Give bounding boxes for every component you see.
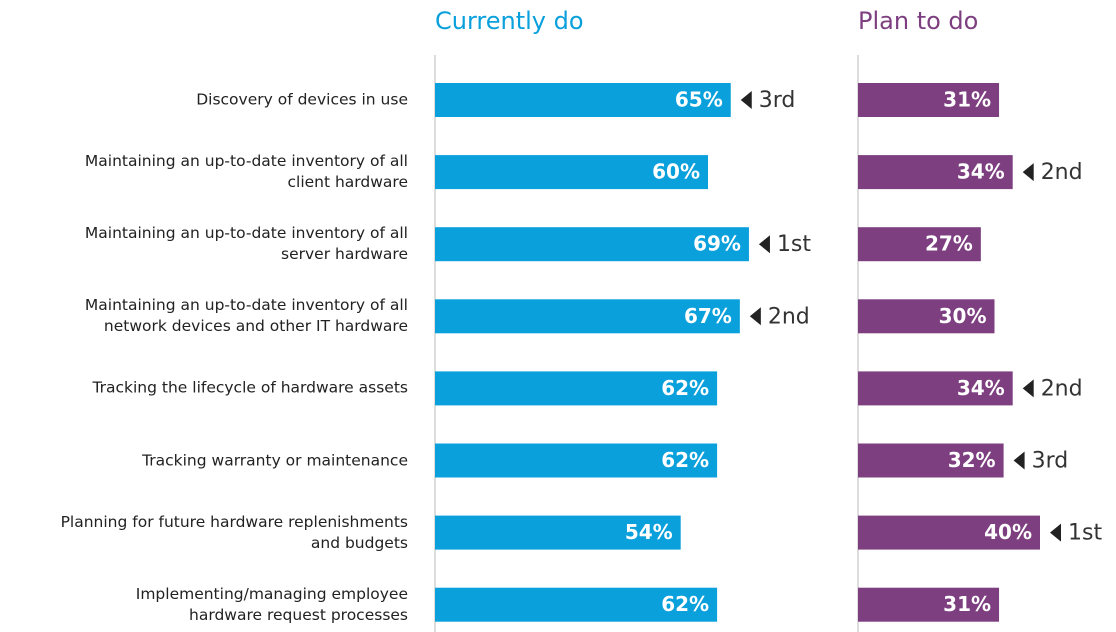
- bar: [435, 443, 718, 478]
- category-label: Implementing/managing employee hardware …: [135, 584, 408, 624]
- rank-label: 2nd: [768, 304, 810, 329]
- value-label: 60%: [652, 160, 700, 184]
- bar: [435, 227, 749, 262]
- value-label: 34%: [957, 160, 1005, 184]
- category-label: Maintaining an up-to-date inventory of a…: [84, 296, 408, 336]
- value-label: 65%: [675, 88, 723, 112]
- bar: [858, 443, 1004, 478]
- bar: [858, 515, 1040, 550]
- value-label: 30%: [939, 304, 987, 328]
- bar: [435, 83, 731, 117]
- bar: [858, 227, 981, 262]
- rank-label: 2nd: [1041, 376, 1083, 401]
- panel-title: Currently do: [435, 7, 584, 35]
- category-label: Tracking the lifecycle of hardware asset…: [92, 378, 408, 397]
- bar: [435, 515, 681, 550]
- rank-marker: [740, 91, 752, 109]
- rank-label: 3rd: [759, 88, 796, 113]
- value-label: 27%: [925, 232, 973, 256]
- category-label: Maintaining an up-to-date inventory of a…: [84, 152, 408, 192]
- value-label: 31%: [943, 592, 991, 616]
- bar: [435, 299, 740, 334]
- bar: [435, 587, 718, 622]
- bar: [858, 155, 1013, 190]
- value-label: 34%: [957, 376, 1005, 400]
- bar: [435, 155, 708, 190]
- rank-marker: [1013, 451, 1025, 470]
- value-label: 62%: [661, 448, 709, 472]
- value-label: 40%: [984, 520, 1032, 544]
- rank-label: 2nd: [1041, 160, 1083, 185]
- category-label: Discovery of devices in use: [196, 90, 408, 109]
- value-label: 32%: [948, 448, 996, 472]
- panel-title: Plan to do: [858, 7, 978, 35]
- bar: [858, 587, 1000, 622]
- value-label: 54%: [625, 520, 673, 544]
- rank-marker: [758, 235, 770, 254]
- rank-marker: [749, 307, 761, 326]
- value-label: 31%: [943, 88, 991, 112]
- rank-label: 1st: [1068, 521, 1102, 546]
- value-label: 62%: [661, 592, 709, 616]
- value-label: 69%: [693, 232, 741, 256]
- value-label: 67%: [684, 304, 732, 328]
- rank-label: 3rd: [1032, 449, 1069, 474]
- category-label: Maintaining an up-to-date inventory of a…: [84, 224, 408, 264]
- bar: [435, 371, 718, 406]
- rank-marker: [1050, 523, 1061, 542]
- bar: [858, 371, 1013, 406]
- rank-label: 1st: [777, 232, 811, 257]
- category-label: Planning for future hardware replenishme…: [60, 512, 408, 552]
- bar: [858, 83, 1000, 117]
- rank-marker: [1022, 379, 1034, 398]
- rank-marker: [1022, 163, 1034, 182]
- bar: [858, 299, 995, 334]
- category-label: Tracking warranty or maintenance: [142, 451, 408, 469]
- value-label: 62%: [661, 376, 709, 400]
